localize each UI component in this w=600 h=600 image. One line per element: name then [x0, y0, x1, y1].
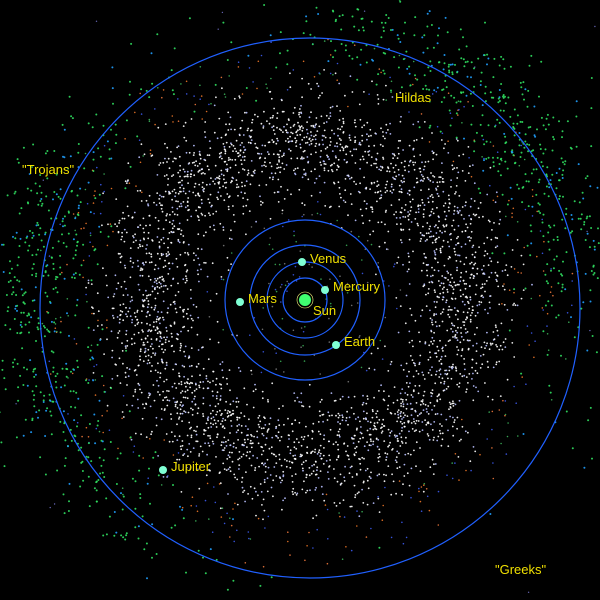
solar-system-diagram: SunMercuryVenusEarthMarsJupiter"Trojans"… [0, 0, 600, 600]
diagram-canvas [0, 0, 600, 600]
mars-marker [236, 298, 244, 306]
mercury-marker [321, 286, 329, 294]
sun-marker [299, 294, 311, 306]
earth-marker [332, 341, 340, 349]
jupiter-orbit [40, 38, 580, 578]
venus-marker [298, 258, 306, 266]
jupiter-marker [159, 466, 167, 474]
